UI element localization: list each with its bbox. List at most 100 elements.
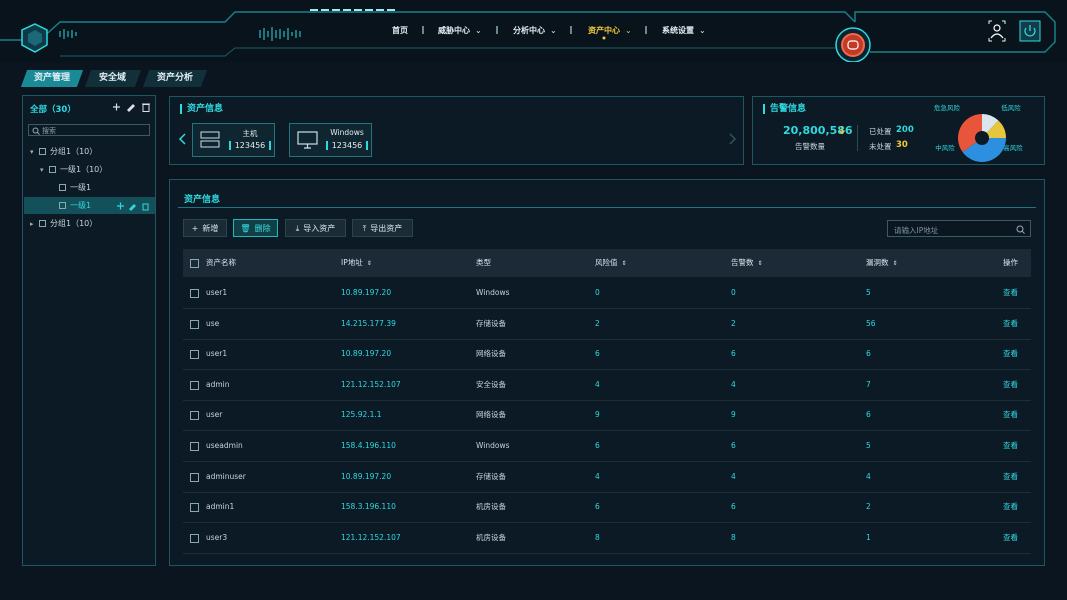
table-cell: 5 [866,288,871,297]
prev-arrow[interactable] [178,133,188,145]
checkbox [59,202,66,209]
tree-title: 全部（30） [30,105,76,115]
table-cell: 安全设备 [476,379,506,389]
checkbox[interactable] [190,350,199,360]
table-cell: Windows [476,288,510,297]
tree-node[interactable]: 一级1 [24,179,155,196]
nav-item[interactable]: 系统设置 ⌄ [662,25,706,36]
view-link[interactable]: 查看 [1003,471,1018,481]
sort-icon[interactable]: ⇕ [757,260,763,267]
sort-icon[interactable]: ⇕ [892,260,898,267]
view-link[interactable]: 查看 [1003,441,1018,450]
button-label: 新增 [202,224,219,233]
table-cell: 存储设备 [476,318,506,328]
column-header: 漏洞数 ⇕ [866,258,898,269]
checkbox[interactable] [190,380,199,390]
toolbar-button[interactable]: + 新增 [183,219,227,237]
toolbar-button[interactable]: 🗑 删除 [233,219,278,237]
nav-item[interactable]: 资产中心 ⌄ [588,25,632,36]
tab[interactable]: 资产分析 [142,70,208,87]
nav-label: 首页 [392,26,408,35]
table-cell: 6 [595,502,600,512]
checkbox[interactable] [190,533,199,543]
table-cell: 14.215.177.39 [341,318,396,328]
table-cell: admin [206,379,230,389]
column-label: 风险值 [595,258,618,267]
view-link[interactable]: 查看 [1003,379,1018,389]
table-cell: 6 [731,441,736,450]
table-cell: 4 [595,379,600,389]
row-divider [183,399,1031,401]
alert-info-title: 告警信息 [763,104,806,114]
asset-table-panel: 资产信息 请输入IP地址 [169,179,1045,566]
ip-search[interactable]: 请输入IP地址 [887,220,1031,237]
checkbox[interactable] [190,259,199,268]
column-label: 漏洞数 [866,258,889,267]
unhandled-value: 30 [896,140,908,150]
asset-card[interactable]: Windows 123456 [289,123,372,157]
tree-node[interactable]: ▸ 分组1（10） [24,215,155,232]
checkbox[interactable] [190,472,199,482]
next-arrow[interactable] [727,133,737,145]
table-cell: Windows [476,441,510,450]
dropdown-arrow: ⌄ [625,26,632,35]
edit-icon [129,204,136,211]
table-cell: 4 [595,471,600,481]
checkbox[interactable] [190,442,199,451]
view-link[interactable]: 查看 [1003,502,1018,512]
view-link[interactable]: 查看 [1003,532,1018,542]
column-header: 告警数 ⇕ [731,258,763,269]
tree-search[interactable]: 搜索 [28,124,150,136]
pie-label: 危急风险 [934,103,961,112]
view-link[interactable]: 查看 [1003,410,1018,420]
column-label: IP地址 [341,258,363,267]
tree-search-placeholder: 搜索 [42,127,56,135]
tab[interactable]: 资产管理 [20,70,84,87]
table-cell: 125.92.1.1 [341,410,382,420]
toolbar-button[interactable]: ⤒ 导出资产 [352,219,413,237]
view-link[interactable]: 查看 [1003,349,1018,359]
nav-item[interactable]: 分析中心 ⌄ [513,25,557,36]
node-label: 一级1 [70,201,92,210]
sort-icon[interactable]: ⇕ [621,260,627,267]
nav-item[interactable]: 威胁中心 ⌄ [438,25,482,36]
checkbox [39,148,46,155]
checkbox[interactable] [190,411,199,421]
table-cell: 0 [731,288,736,297]
pie-hole [975,131,989,145]
tree-node[interactable]: ▾ 一级1（10） [24,161,155,178]
nav-item[interactable]: 首页 [392,25,408,36]
checkbox [39,220,46,227]
nav-label: 威胁中心 [438,26,470,35]
node-label: 分组1（10） [50,219,98,228]
row-divider [183,461,1031,462]
checkbox [49,166,56,173]
sort-icon[interactable]: ⇕ [366,260,372,267]
table-cell: 4 [731,379,736,389]
asset-card[interactable]: 主机 123456 [192,123,275,157]
tree-node[interactable]: ▾ 分组1（10） [24,143,155,160]
table-header [183,249,1031,277]
button-icon: + [191,224,199,233]
checkbox[interactable] [190,319,199,329]
view-link[interactable]: 查看 [1003,288,1018,297]
table-cell: admin1 [206,502,235,512]
table-cell: 2 [731,318,736,328]
table-cell: 10.89.197.20 [341,349,392,359]
view-link[interactable]: 查看 [1003,318,1018,328]
button-label: 导出资产 [370,224,403,233]
checkbox[interactable] [190,503,199,513]
pie-slice [962,138,1006,163]
dropdown-arrow: ⌄ [699,26,706,35]
row-divider [183,338,1031,340]
node-label: 一级1（10） [60,165,108,174]
card-label: 主机 [242,129,258,138]
card-label: Windows [330,128,364,137]
tab[interactable]: 安全域 [84,70,142,87]
table-cell: 4 [731,471,736,481]
tree-node[interactable]: 一级1 [24,197,155,214]
table-cell: 121.12.152.107 [341,379,401,389]
toolbar-button[interactable]: ⤓ 导入资产 [285,219,346,237]
table-cell: 6 [731,349,736,359]
checkbox[interactable] [190,289,199,298]
